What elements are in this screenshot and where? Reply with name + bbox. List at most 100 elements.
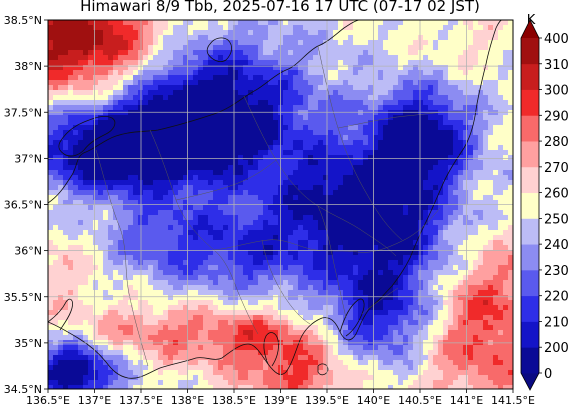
tbb-cell [183, 235, 189, 241]
tbb-cell [343, 100, 349, 106]
tbb-cell [123, 80, 129, 86]
tbb-cell [448, 210, 454, 216]
tbb-cell [408, 160, 414, 166]
tbb-cell [258, 150, 264, 156]
tbb-cell [103, 215, 109, 221]
tbb-cell [468, 70, 474, 76]
tbb-cell [353, 250, 359, 256]
tbb-cell [78, 205, 84, 211]
tbb-cell [208, 50, 214, 56]
tbb-cell [328, 155, 334, 161]
tbb-cell [468, 20, 474, 26]
tbb-cell [313, 260, 319, 266]
tbb-cell [58, 215, 64, 221]
tbb-cell [128, 105, 134, 111]
tbb-cell [48, 120, 54, 126]
tbb-cell [308, 70, 314, 76]
tbb-cell [408, 25, 414, 31]
tbb-cell [103, 85, 109, 91]
tbb-cell [298, 210, 304, 216]
tbb-cell [488, 235, 494, 241]
tbb-cell [508, 115, 513, 121]
tbb-cell [113, 270, 119, 276]
tbb-cell [123, 280, 129, 286]
tbb-cell [433, 135, 439, 141]
tbb-cell [98, 55, 104, 61]
tbb-cell [103, 270, 109, 276]
tbb-cell [453, 70, 459, 76]
tbb-cell [478, 195, 484, 201]
tbb-cell [83, 90, 89, 96]
tbb-cell [53, 70, 59, 76]
tbb-cell [488, 30, 494, 36]
tbb-cell [88, 30, 94, 36]
tbb-cell [343, 210, 349, 216]
tbb-cell [223, 20, 229, 26]
tbb-cell [48, 135, 54, 141]
tbb-cell [78, 80, 84, 86]
tbb-cell [128, 190, 134, 196]
tbb-cell [313, 80, 319, 86]
tbb-cell [498, 115, 504, 121]
tbb-cell [143, 135, 149, 141]
tbb-cell [403, 150, 409, 156]
tbb-cell [163, 145, 169, 151]
tbb-cell [143, 85, 149, 91]
tbb-cell [113, 115, 119, 121]
tbb-cell [283, 85, 289, 91]
tbb-cell [163, 90, 169, 96]
tbb-cell [373, 30, 379, 36]
tbb-cell [78, 125, 84, 131]
tbb-cell [143, 155, 149, 161]
tbb-cell [163, 55, 169, 61]
tbb-cell [48, 265, 54, 271]
tbb-cell [58, 205, 64, 211]
tbb-cell [178, 175, 184, 181]
tbb-cell [403, 265, 409, 271]
tbb-cell [228, 160, 234, 166]
tbb-cell [218, 275, 224, 281]
tbb-cell [323, 145, 329, 151]
tbb-cell [193, 185, 199, 191]
tbb-cell [183, 215, 189, 221]
tbb-cell [313, 90, 319, 96]
tbb-cell [448, 70, 454, 76]
tbb-cell [198, 255, 204, 261]
tbb-cell [183, 170, 189, 176]
tbb-cell [273, 35, 279, 41]
tbb-cell [408, 70, 414, 76]
tbb-cell [223, 265, 229, 271]
tbb-cell [128, 80, 134, 86]
tbb-cell [263, 225, 269, 231]
tbb-cell [293, 115, 299, 121]
tbb-cell [293, 245, 299, 251]
tbb-cell [283, 245, 289, 251]
tbb-cell [148, 80, 154, 86]
tbb-cell [108, 125, 114, 131]
tbb-cell [463, 75, 469, 81]
tbb-cell [393, 165, 399, 171]
tbb-cell [248, 280, 254, 286]
tbb-cell [178, 160, 184, 166]
tbb-cell [133, 155, 139, 161]
tbb-cell [493, 245, 499, 251]
tbb-cell [308, 135, 314, 141]
tbb-cell [298, 270, 304, 276]
tbb-cell [508, 50, 513, 56]
tbb-cell [388, 95, 394, 101]
tbb-cell [468, 50, 474, 56]
tbb-cell [133, 260, 139, 266]
tbb-cell [263, 135, 269, 141]
tbb-cell [478, 75, 484, 81]
tbb-cell [123, 275, 129, 281]
tbb-cell [358, 55, 364, 61]
tbb-cell [378, 95, 384, 101]
tbb-cell [473, 40, 479, 46]
tbb-cell [103, 140, 109, 146]
tbb-cell [458, 195, 464, 201]
tbb-cell [83, 235, 89, 241]
tbb-cell [123, 30, 129, 36]
tbb-cell [163, 225, 169, 231]
tbb-cell [498, 180, 504, 186]
tbb-cell [313, 250, 319, 256]
